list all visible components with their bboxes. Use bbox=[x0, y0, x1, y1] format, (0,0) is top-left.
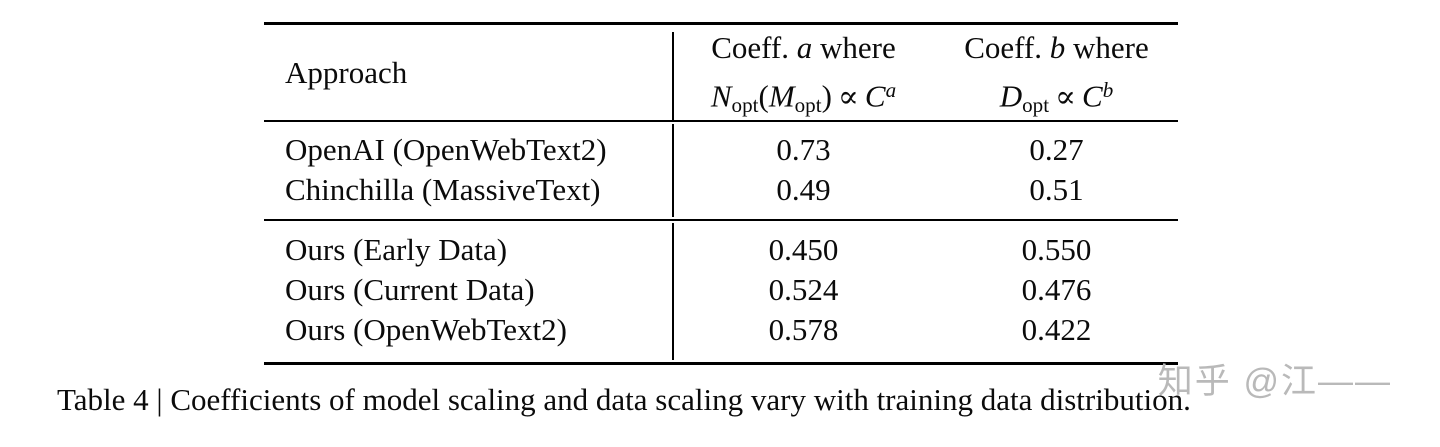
coeff-a-cell: 0.450 bbox=[768, 232, 839, 267]
column-header-coeff-b: Coeff. b where Dopt ∝ Cb bbox=[935, 25, 1178, 120]
coeff-a-cell: 0.73 bbox=[776, 132, 831, 167]
column-header-coeff-a: Coeff. a where Nopt(Mopt) ∝ Ca bbox=[672, 25, 935, 120]
column-divider bbox=[672, 124, 674, 217]
math-propto-symbol: ∝ bbox=[837, 78, 859, 114]
coeff-b-header-line1: Coeff. b where bbox=[935, 26, 1178, 69]
zhihu-watermark: 知乎 @江—— bbox=[1157, 362, 1392, 401]
table-header: Approach Coeff. a where Nopt(Mopt) ∝ Ca Co… bbox=[264, 25, 1178, 122]
approach-cell: OpenAI (OpenWebText2) bbox=[285, 132, 607, 167]
coeff-a-formula: Nopt(Mopt) ∝ Ca bbox=[672, 69, 935, 127]
table-caption: Table 4 | Coefficients of model scaling … bbox=[57, 382, 1191, 417]
math-paren-close: ) bbox=[821, 78, 832, 114]
coeff-a-header-line1: Coeff. a where bbox=[672, 26, 935, 69]
table-row: Ours (Current Data) 0.524 0.476 bbox=[264, 270, 1178, 310]
math-var-m: M bbox=[768, 78, 795, 114]
column-divider bbox=[672, 32, 674, 120]
math-exp-b: b bbox=[1102, 78, 1114, 103]
table-row: Ours (Early Data) 0.450 0.550 bbox=[264, 230, 1178, 270]
math-propto-symbol: ∝ bbox=[1055, 78, 1077, 114]
table-row: Chinchilla (MassiveText) 0.49 0.51 bbox=[264, 170, 1178, 210]
math-var-c: C bbox=[864, 78, 886, 114]
coeff-a-cell: 0.524 bbox=[768, 272, 839, 307]
coeff-b-post: where bbox=[1065, 30, 1149, 66]
math-var-c: C bbox=[1082, 78, 1103, 114]
math-sub-opt: opt bbox=[794, 92, 822, 117]
math-paren-open: ( bbox=[758, 78, 769, 114]
approach-header-label: Approach bbox=[285, 54, 408, 90]
coeff-b-formula: Dopt ∝ Cb bbox=[935, 69, 1178, 127]
coeff-b-var: b bbox=[1049, 30, 1066, 66]
approach-cell: Ours (Current Data) bbox=[285, 272, 535, 307]
coeff-a-cell: 0.49 bbox=[776, 172, 831, 207]
coefficients-table: Approach Coeff. a where Nopt(Mopt) ∝ Ca Co… bbox=[264, 22, 1178, 365]
math-var-n: N bbox=[710, 78, 732, 114]
coeff-a-pre: Coeff. bbox=[711, 30, 797, 66]
table-group-prior-work: OpenAI (OpenWebText2) 0.73 0.27 Chinchil… bbox=[264, 122, 1178, 221]
table-row: OpenAI (OpenWebText2) 0.73 0.27 bbox=[264, 130, 1178, 170]
math-exp-a: a bbox=[885, 78, 897, 103]
column-divider bbox=[672, 223, 674, 360]
math-sub-opt: opt bbox=[731, 92, 759, 117]
table-group-ours: Ours (Early Data) 0.450 0.550 Ours (Curr… bbox=[264, 221, 1178, 362]
approach-cell: Chinchilla (MassiveText) bbox=[285, 172, 601, 207]
coeff-b-cell: 0.550 bbox=[1021, 232, 1092, 267]
coeff-b-cell: 0.51 bbox=[1029, 172, 1084, 207]
coeff-b-cell: 0.476 bbox=[1021, 272, 1092, 307]
coeff-a-cell: 0.578 bbox=[768, 312, 839, 347]
math-var-d: D bbox=[999, 78, 1023, 114]
coeff-b-cell: 0.422 bbox=[1021, 312, 1092, 347]
math-sub-opt: opt bbox=[1022, 92, 1050, 117]
coeff-b-cell: 0.27 bbox=[1029, 132, 1084, 167]
coeff-b-pre: Coeff. bbox=[964, 30, 1050, 66]
coeff-a-post: where bbox=[812, 30, 896, 66]
table-row: Ours (OpenWebText2) 0.578 0.422 bbox=[264, 310, 1178, 350]
column-header-approach: Approach bbox=[264, 25, 672, 120]
coeff-a-var: a bbox=[796, 30, 813, 66]
approach-cell: Ours (Early Data) bbox=[285, 232, 508, 267]
approach-cell: Ours (OpenWebText2) bbox=[285, 312, 567, 347]
